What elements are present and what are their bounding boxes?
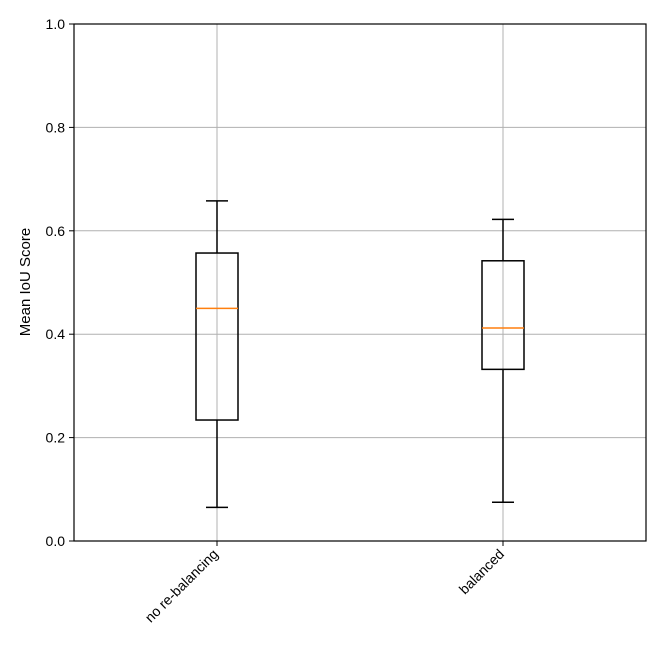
box-group <box>481 218 525 503</box>
plot-frame <box>73 23 647 542</box>
box-layer <box>195 200 525 509</box>
tick-layer: 0.0 0.2 0.4 0.6 0.8 1.0 no re-balancing balance… <box>46 16 508 625</box>
y-tick-label: 0.2 <box>46 430 66 446</box>
y-tick-label: 0.6 <box>46 223 66 239</box>
x-tick-label: no re-balancing <box>142 546 222 626</box>
box-group <box>195 200 239 509</box>
y-tick-label: 0.0 <box>46 533 66 549</box>
x-tick-label: balanced <box>456 546 507 597</box>
grid-layer <box>74 23 646 542</box>
iqr-box <box>481 260 525 371</box>
y-tick-label: 0.8 <box>46 119 66 135</box>
y-axis-label: Mean IoU Score <box>17 228 34 336</box>
y-tick-label: 1.0 <box>46 16 66 32</box>
iqr-box <box>195 252 239 421</box>
y-tick-label: 0.4 <box>46 326 66 342</box>
